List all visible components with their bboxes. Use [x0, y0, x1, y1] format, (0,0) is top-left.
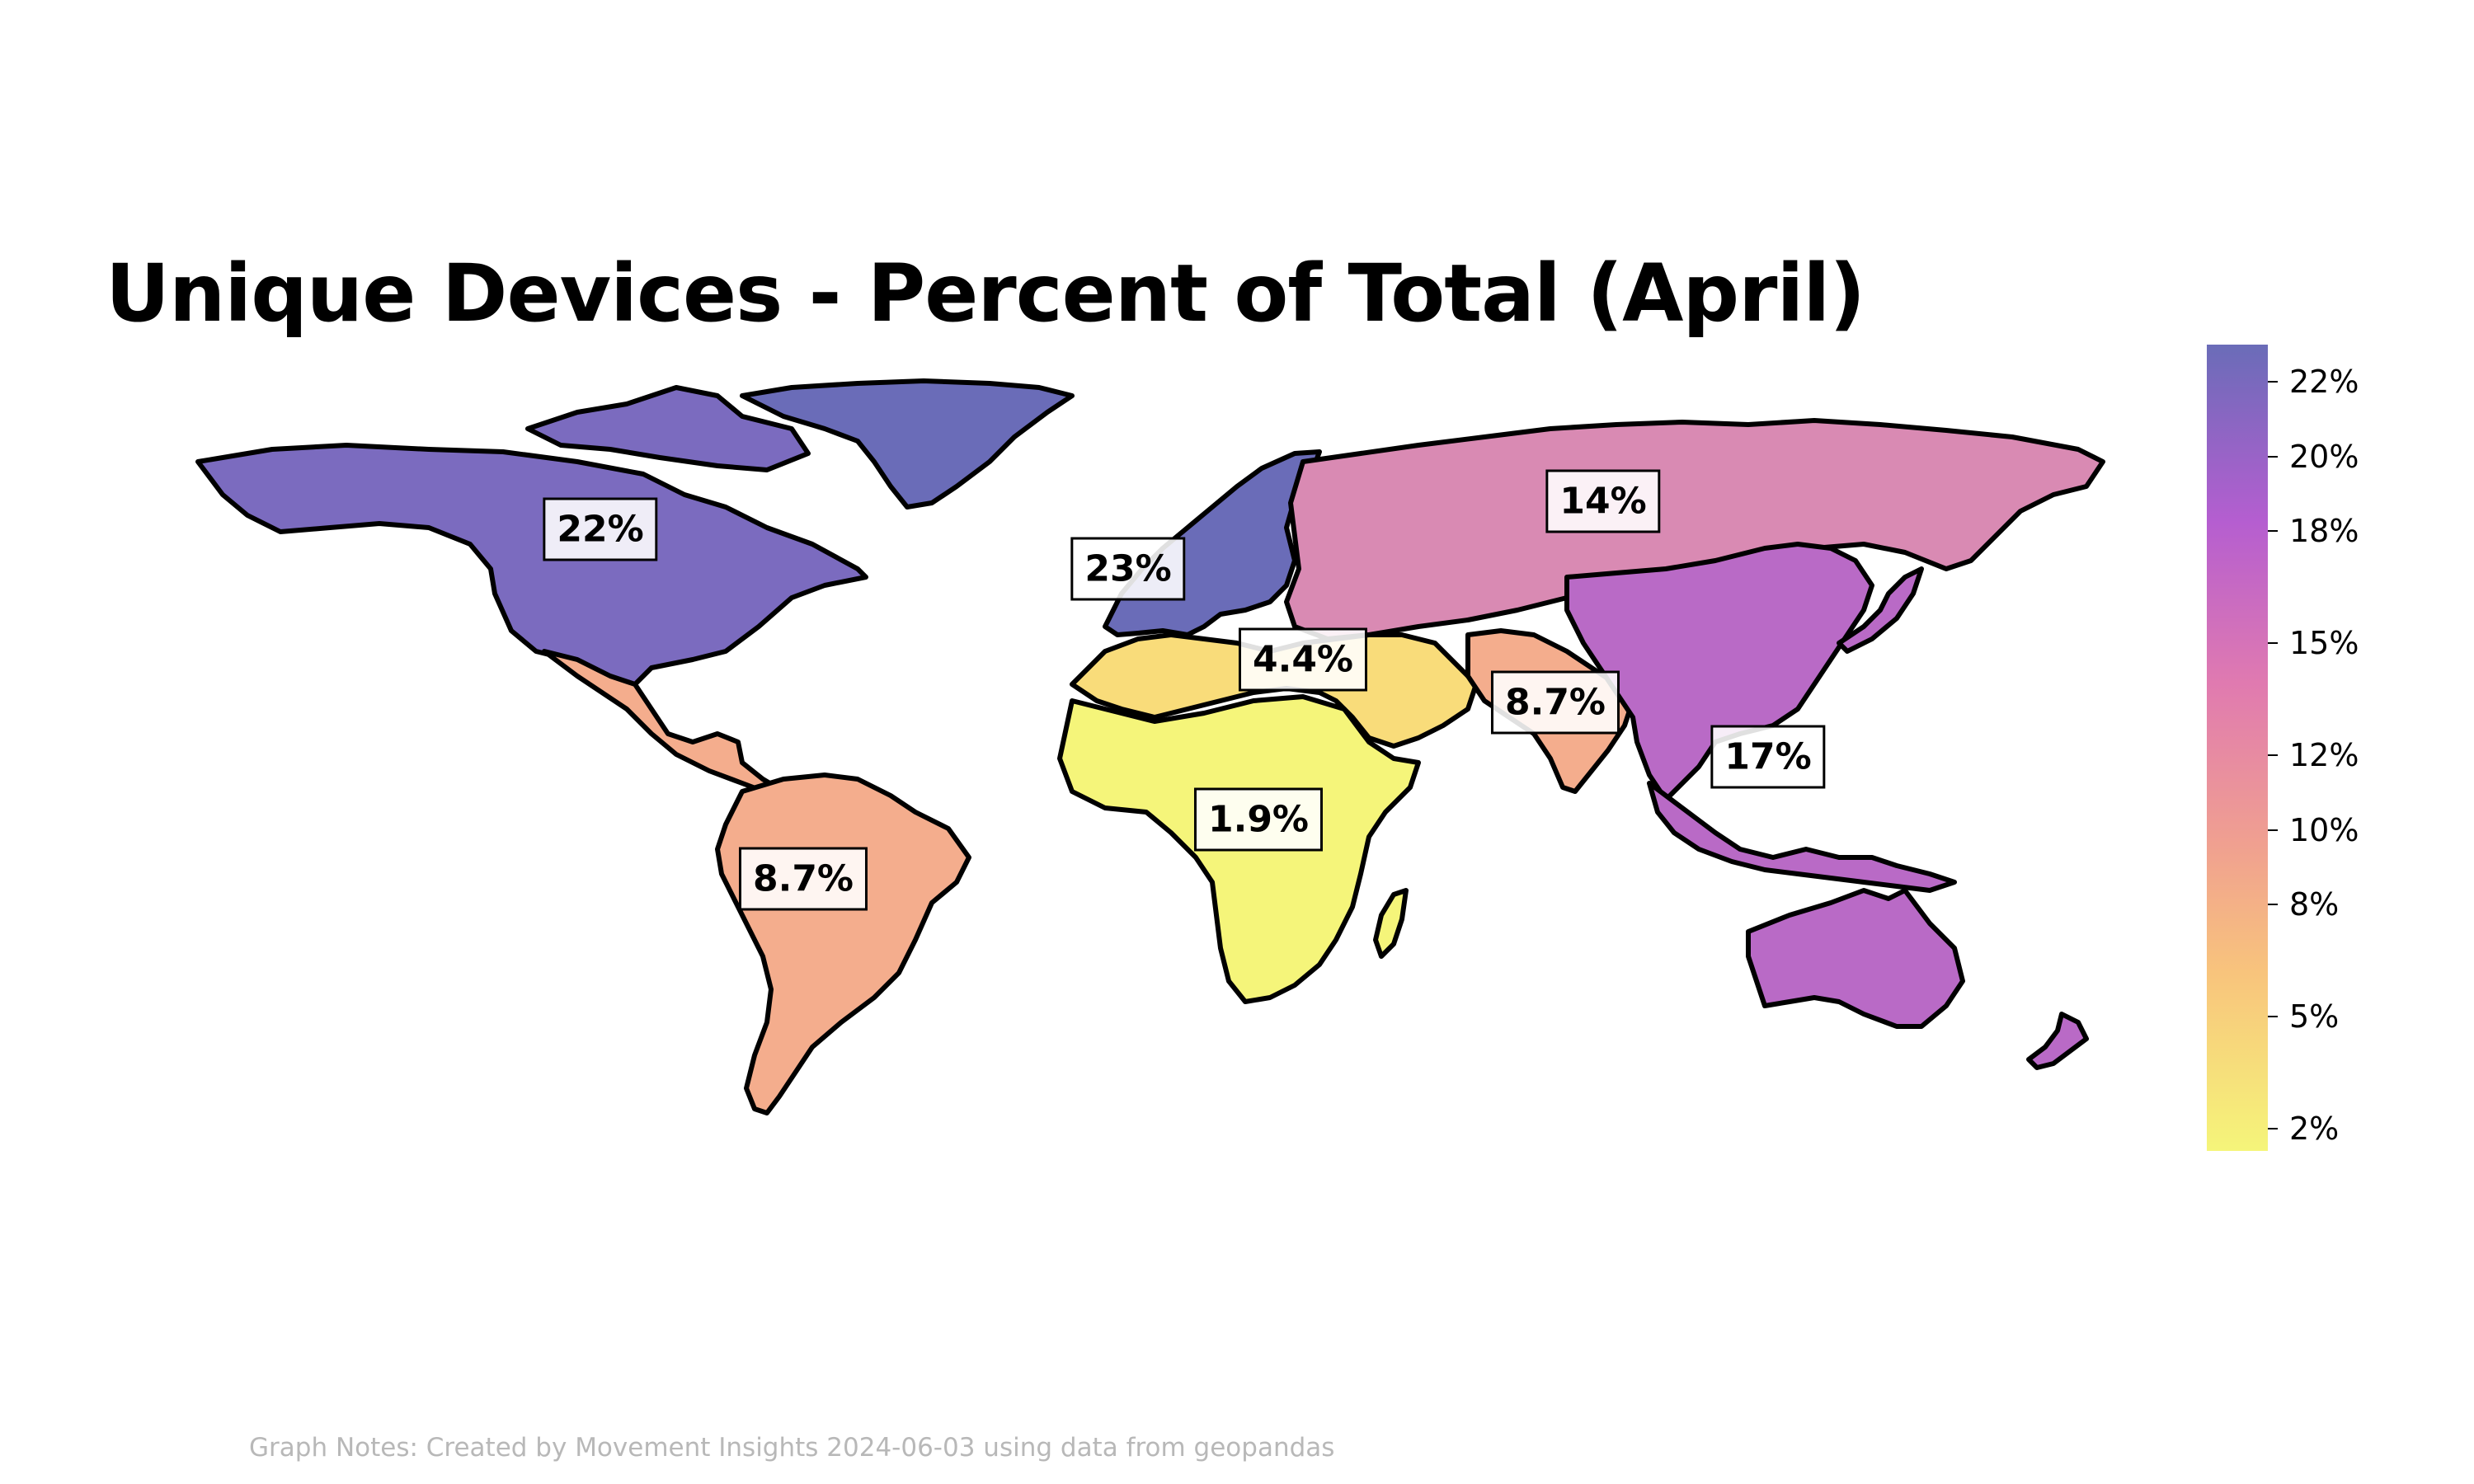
region-shape-greenland [740, 378, 1075, 510]
region-label-russia: 14% [1545, 469, 1661, 533]
region-shape-southeast-asia [1647, 781, 1957, 893]
colorbar-tick-label: 8% [2289, 886, 2340, 923]
graph-notes: Graph Notes: Created by Movement Insight… [249, 1433, 1335, 1463]
colorbar-tick-label: 20% [2289, 438, 2359, 475]
colorbar-tick-label: 22% [2289, 364, 2359, 401]
colorbar-tick [2268, 829, 2278, 831]
region-shape-australia [1746, 888, 1965, 1029]
region-shape-new-zealand [2026, 1012, 2089, 1070]
region-shape-madagascar [1373, 888, 1409, 959]
region-shape-mena [1070, 632, 1479, 749]
region-shape-east-asia [1564, 542, 1874, 802]
region-label-latin-america: 8.7% [738, 847, 868, 911]
colorbar-tick-label: 18% [2289, 513, 2359, 550]
region-shape-south-america [715, 773, 971, 1115]
colorbar-tick [2268, 381, 2278, 383]
colorbar-tick [2268, 1016, 2278, 1017]
colorbar-tick-label: 15% [2289, 625, 2359, 662]
region-label-africa: 1.9% [1193, 787, 1324, 852]
region-shape-north-america [195, 443, 868, 687]
region-label-europe: 23% [1070, 537, 1186, 601]
region-shape-canada-islands [525, 385, 811, 472]
colorbar-tick [2268, 530, 2278, 533]
region-label-north-america: 22% [543, 497, 658, 561]
map-title: Unique Devices - Percent of Total (April… [106, 247, 1865, 340]
region-label-mena: 4.4% [1238, 627, 1368, 692]
colorbar [2207, 345, 2268, 1151]
colorbar-tick [2268, 754, 2278, 757]
region-shape-mexico [542, 649, 786, 798]
colorbar-tick [2268, 904, 2278, 906]
colorbar-tick-label: 10% [2289, 811, 2359, 848]
colorbar-tick [2268, 455, 2278, 458]
colorbar-tick [2268, 1127, 2278, 1129]
region-shape-japan [1837, 566, 1924, 654]
region-label-south-asia: 8.7% [1490, 670, 1620, 735]
colorbar-tick-label: 12% [2289, 737, 2359, 774]
colorbar-tick [2268, 642, 2278, 645]
colorbar-tick-label: 2% [2289, 1110, 2340, 1147]
region-label-east-asia: 17% [1710, 725, 1826, 789]
colorbar-tick-label: 5% [2289, 998, 2340, 1035]
